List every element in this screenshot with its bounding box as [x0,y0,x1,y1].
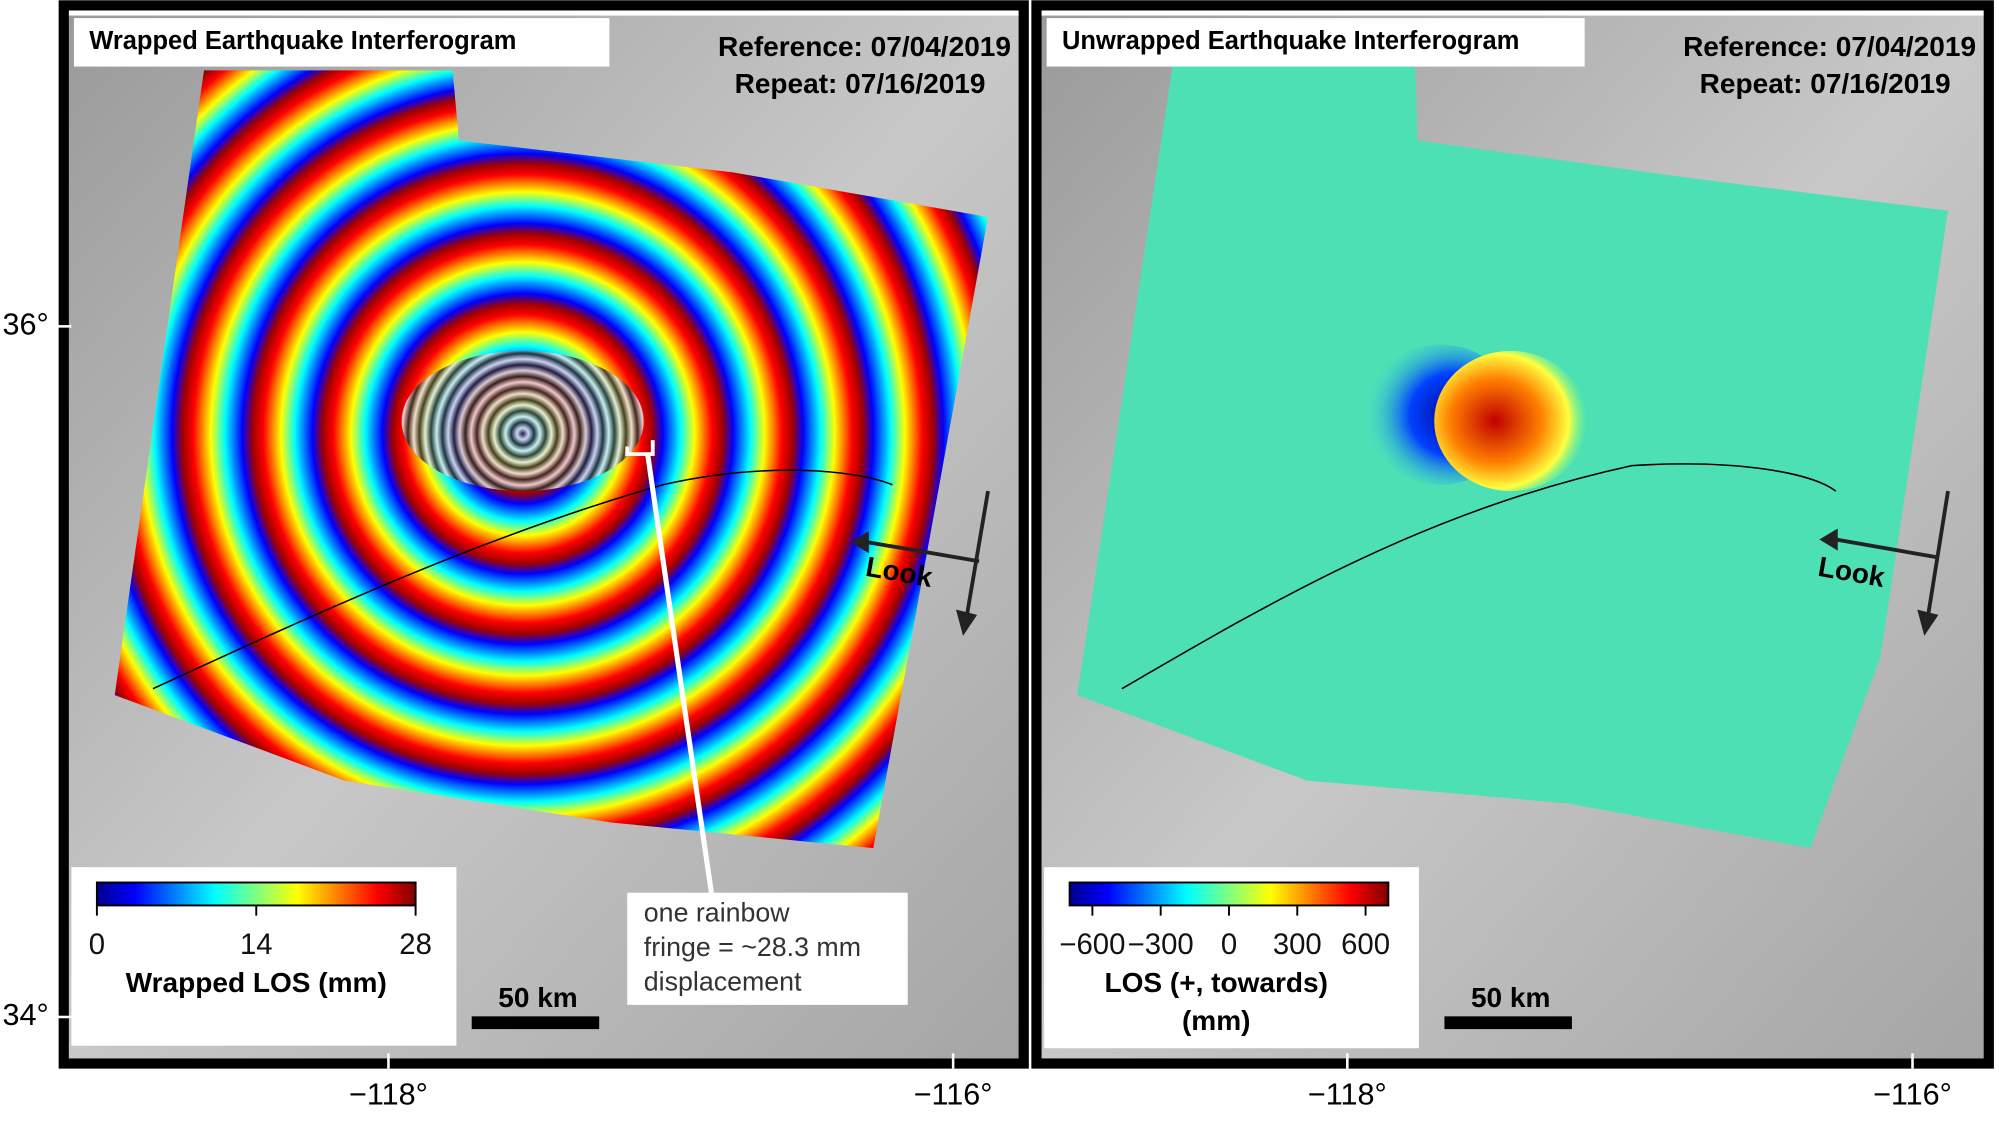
scale-bar [471,1016,600,1030]
title-box [73,18,610,67]
colorbar-tick-label: 28 [399,928,432,961]
title-box [1046,18,1585,67]
panel-title: Unwrapped Earthquake Interferogram [1062,27,1519,55]
colorbar [95,881,417,907]
annotation-text: displacement [644,966,802,996]
colorbar-tick-label: 0 [1221,928,1237,961]
pointer-bracket [625,440,655,457]
reference-date: Reference: 07/04/2019 [718,31,1011,62]
colorbar-label: (mm) [1182,1005,1251,1036]
fault-line [152,469,893,690]
pointer-line [645,453,714,894]
colorbar-label: LOS (+, towards) [1104,967,1328,998]
scale-bar-label: 50 km [1471,982,1550,1013]
reference-date: Reference: 07/04/2019 [1683,31,1976,62]
look-arrow [850,490,1950,636]
colorbar-label: Wrapped LOS (mm) [126,967,387,998]
repeat-date: Repeat: 07/16/2019 [735,68,986,99]
fault-line [1121,463,1837,690]
annotation-text: one rainbow [644,897,790,927]
x-tick-label: −118° [1308,1078,1387,1112]
annotation-text: fringe = ~28.3 mm [644,932,861,962]
x-tick-label: −116° [1873,1078,1952,1112]
map-frame [58,0,1029,1069]
colorbar [1068,881,1390,907]
x-tick-label: −118° [349,1078,428,1112]
scale-bar [1444,1016,1572,1030]
colorbar-tick-label: 300 [1273,928,1322,961]
y-tick-label: 34° [3,998,49,1032]
colorbar-tick-label: 600 [1341,928,1390,961]
fringe-center [401,350,644,492]
colorbar-tick-label: −600 [1059,928,1125,961]
annotation-box [627,892,908,1005]
x-tick-label: −116° [914,1078,993,1112]
panel-title: Wrapped Earthquake Interferogram [89,27,516,55]
y-tick-label: 36° [3,307,49,341]
repeat-date: Repeat: 07/16/2019 [1700,68,1951,99]
scale-bar-label: 50 km [498,982,577,1013]
positive-displacement [1434,350,1588,492]
colorbar-tick-label: 0 [89,928,105,961]
map-frame [1031,0,1994,1069]
colorbar-tick-label: 14 [240,928,273,961]
colorbar-tick-label: −300 [1128,928,1194,961]
